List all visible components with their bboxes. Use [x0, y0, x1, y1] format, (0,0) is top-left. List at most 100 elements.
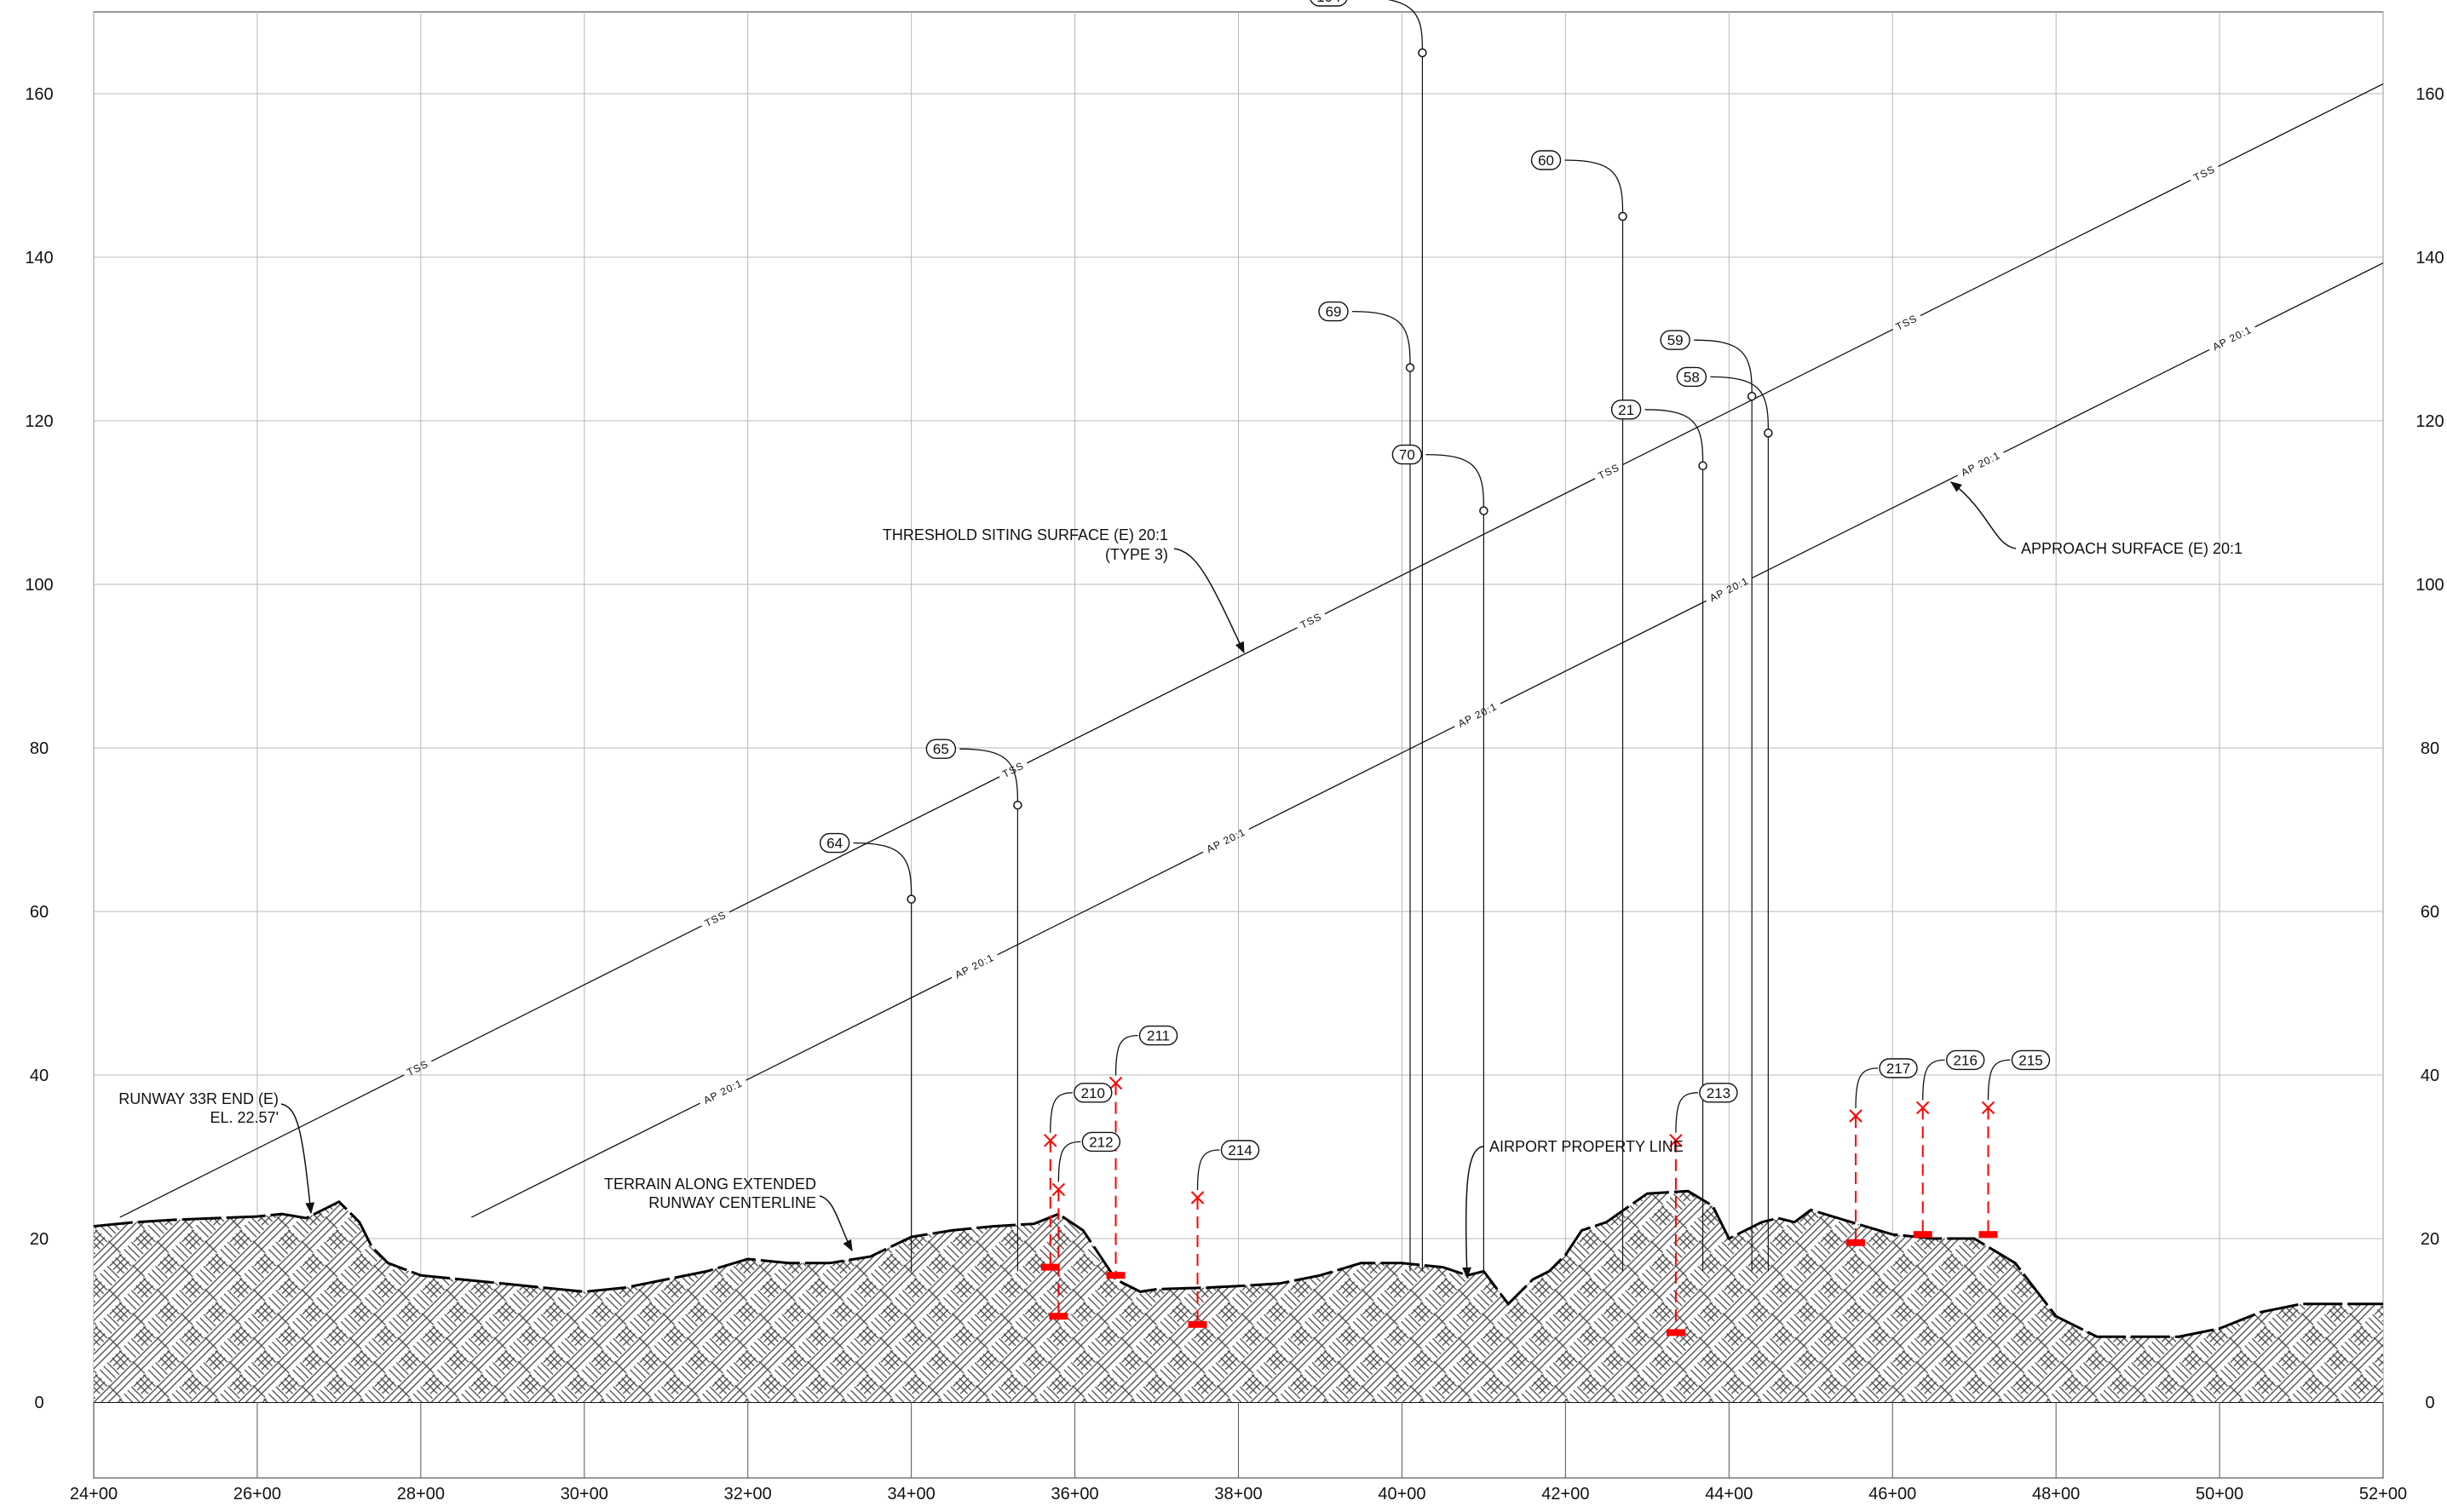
proposed-base — [1040, 1263, 1060, 1271]
surface-segment — [471, 1102, 701, 1218]
obstruction-leader — [1694, 339, 1753, 393]
obstruction-tag — [1081, 1131, 1121, 1153]
surface-segment — [746, 977, 953, 1081]
y-tick-label-left: 120 — [25, 412, 53, 431]
obstruction-tag-label: 65 — [933, 741, 949, 757]
obstruction-tag-label: 212 — [1089, 1134, 1113, 1150]
obstruction-tag-label: 217 — [1886, 1061, 1910, 1077]
obstruction-tag — [1074, 1083, 1113, 1103]
obstructions: 104 60 69 59 58 21 70 65 64 — [819, 0, 1773, 1272]
x-tick-label: 48+00 — [2032, 1485, 2080, 1503]
obstruction-point — [1418, 48, 1427, 58]
proposed-base — [1666, 1329, 1685, 1337]
proposed-leader — [1050, 1092, 1073, 1133]
surface-segment — [431, 925, 702, 1062]
obstruction-tag — [1879, 1058, 1918, 1078]
surface-segment — [2218, 83, 2384, 168]
y-tick-label-right: 160 — [2415, 85, 2444, 104]
obstruction-point — [1405, 363, 1415, 372]
obstruction-tag-label: 210 — [1081, 1085, 1105, 1101]
obstruction-leader — [1387, 0, 1424, 49]
proposed-mark — [1669, 1134, 1683, 1147]
surface-segment — [1027, 627, 1298, 764]
surface-label: TSS — [1596, 462, 1621, 482]
y-tick-label-left: 0 — [34, 1394, 43, 1412]
surface-segment — [2003, 348, 2210, 453]
proposed-mark — [1044, 1134, 1057, 1147]
proposed-obstruction-216: 216 — [1913, 1049, 1985, 1239]
proposed-leader — [1675, 1092, 1698, 1133]
surface-label: TSS — [1894, 312, 1920, 332]
y-tick-label-left: 60 — [30, 903, 49, 922]
surface-segment — [1622, 329, 1893, 466]
obstruction-tag-label: 69 — [1326, 304, 1342, 320]
proposed-obstruction-215: 215 — [1978, 1049, 2051, 1239]
surface-label: AP 20:1 — [701, 1077, 745, 1107]
obstruction-leader — [959, 748, 1019, 802]
x-tick-label: 46+00 — [1868, 1485, 1916, 1503]
proposed-obstruction-211: 211 — [1106, 1025, 1178, 1279]
obstruction-tag-label: 215 — [2018, 1052, 2042, 1068]
obstruction-tag — [819, 832, 850, 854]
obstruction-point — [1747, 391, 1757, 401]
y-tick-label-right: 80 — [2421, 739, 2439, 758]
obstruction-tag — [1138, 1025, 1178, 1046]
surface-label: AP 20:1 — [2211, 324, 2254, 354]
obstruction-tag — [2011, 1049, 2051, 1071]
tss-annotation: THRESHOLD SITING SURFACE (E) 20:1 (TYPE … — [883, 526, 1245, 654]
grid — [93, 11, 2384, 1479]
proposed-base — [1913, 1231, 1932, 1239]
obstruction-tag — [1610, 400, 1642, 420]
obstruction-tag — [1310, 0, 1348, 7]
proposed-base — [1049, 1313, 1068, 1320]
x-tick-label: 40+00 — [1378, 1485, 1425, 1503]
surface-label: TSS — [1298, 611, 1324, 631]
surface-segment — [1500, 600, 1707, 704]
surface-segment — [728, 776, 1000, 913]
surface-label: AP 20:1 — [953, 951, 997, 981]
terrain-area — [94, 1191, 2383, 1402]
obstruction-tag-label: 216 — [1954, 1052, 1978, 1068]
axes: 24+00 26+00 28+00 30+00 32+00 34+00 36+00 38+00… — [25, 85, 2444, 1503]
surface-label: AP 20:1 — [1959, 449, 2002, 479]
proposed-leader — [1922, 1059, 1945, 1101]
x-tick-label: 30+00 — [561, 1485, 608, 1503]
proposed-mark — [1916, 1101, 1930, 1115]
obstruction-leader — [1564, 159, 1624, 213]
obstruction-point — [1698, 461, 1707, 471]
proposed-leader — [1855, 1067, 1879, 1109]
proposed-base — [1846, 1239, 1866, 1246]
proposed-mark — [1190, 1191, 1205, 1204]
proposed-obstructions: 211 210 212 214 213 217 216 215 — [1040, 1025, 2051, 1337]
obstruction-21: 21 — [1610, 400, 1707, 1272]
obstruction-tag — [1391, 444, 1423, 465]
x-tick-label: 42+00 — [1541, 1485, 1589, 1503]
proposed-obstruction-212: 212 — [1049, 1131, 1121, 1320]
proposed-leader — [1114, 1034, 1138, 1076]
x-tick-label: 52+00 — [2359, 1485, 2407, 1503]
terrain-label-2: RUNWAY CENTERLINE — [648, 1194, 816, 1211]
obstruction-tag-label: 104 — [1316, 0, 1340, 5]
proposed-obstruction-210: 210 — [1040, 1083, 1113, 1271]
approach-surface: AP 20:1 AP 20:1 AP 20:1 AP 20:1 AP 20:1 AP 20… — [471, 262, 2384, 1218]
obstruction-point — [1764, 428, 1773, 438]
approach-annotation: APPROACH SURFACE (E) 20:1 — [1949, 481, 2243, 557]
surface-segment — [1324, 478, 1596, 615]
surface-segment — [119, 1074, 405, 1218]
surface-label: AP 20:1 — [1456, 700, 1500, 730]
obstruction-leader — [1352, 310, 1411, 364]
surface-label: TSS — [2191, 163, 2217, 183]
y-tick-label-left: 100 — [25, 576, 53, 595]
x-tick-label: 36+00 — [1051, 1485, 1098, 1503]
y-tick-label-right: 20 — [2421, 1230, 2439, 1249]
obstruction-leader — [1710, 376, 1769, 429]
obstruction-tag-label: 211 — [1147, 1028, 1170, 1044]
obstruction-point — [1618, 211, 1627, 221]
obstruction-tag-label: 64 — [826, 836, 843, 852]
obstruction-tag — [1676, 366, 1707, 388]
proposed-obstruction-213: 213 — [1666, 1083, 1738, 1337]
obstruction-tag-label: 60 — [1538, 152, 1554, 169]
